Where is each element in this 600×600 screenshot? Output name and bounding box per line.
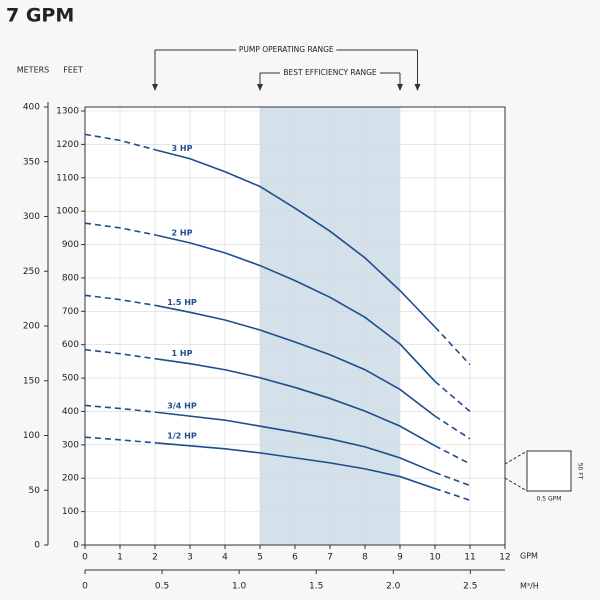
y-axis-label: FEET (63, 66, 83, 75)
x-tick-label: 7 (327, 553, 333, 563)
y-tick-label: 500 (62, 374, 79, 384)
x-tick-label: 0 (82, 553, 88, 563)
curve-dashed (84, 404, 156, 413)
x-tick-label: 11 (464, 553, 475, 563)
y-tick-label: 700 (62, 307, 79, 317)
y2-tick-label: 100 (23, 431, 40, 441)
curve-label: 1.5 HP (167, 298, 197, 307)
y-tick-label: 1200 (56, 140, 79, 150)
y-tick-label: 1100 (56, 173, 79, 183)
curve (154, 148, 436, 328)
x2-tick-label: 2.0 (386, 582, 401, 592)
y2-tick-label: 250 (23, 267, 40, 277)
y-tick-label: 600 (62, 340, 79, 350)
y2-tick-label: 0 (34, 541, 40, 551)
curve-label: 3/4 HP (167, 402, 197, 411)
x2-tick-label: 0 (82, 582, 88, 592)
curve-label: 2 HP (172, 228, 193, 237)
y2-tick-label: 200 (23, 322, 40, 332)
range-label-bg (280, 67, 380, 79)
curve-dashed (84, 294, 156, 307)
curve-dashed (434, 415, 471, 440)
curve (154, 304, 436, 417)
curve (154, 234, 436, 382)
curve (154, 442, 436, 490)
x-tick-label: 8 (362, 553, 368, 563)
curve-dashed (434, 445, 471, 465)
x2-tick-label: 0.5 (155, 582, 169, 592)
curve-dashed (434, 487, 471, 502)
x-axis-label: GPM (520, 552, 538, 561)
curve-dashed (434, 380, 471, 413)
x-tick-label: 3 (187, 553, 193, 563)
x-tick-label: 12 (499, 553, 510, 563)
x-tick-label: 5 (257, 553, 263, 563)
y-tick-label: 400 (62, 407, 79, 417)
curve-label: 1 HP (172, 349, 193, 358)
x-tick-label: 6 (292, 553, 298, 563)
range-arrowhead (414, 84, 421, 91)
curve-dashed (434, 326, 471, 366)
range-arrowhead (397, 84, 403, 91)
curve-label: 1/2 HP (167, 431, 197, 440)
inset-connector (504, 450, 528, 465)
y-tick-label: 100 (62, 507, 79, 517)
y2-tick-label: 400 (23, 103, 40, 113)
curve-dashed (434, 471, 471, 487)
curve-label: 3 HP (172, 144, 193, 153)
plot-frame (84, 106, 506, 546)
y2-tick-label: 50 (29, 486, 41, 496)
range-label: PUMP OPERATING RANGE (239, 45, 334, 54)
y-tick-label: 1000 (56, 207, 79, 217)
y2-axis-label: METERS (17, 66, 50, 75)
x2-axis-label: M³/H (520, 582, 539, 591)
x-tick-label: 2 (152, 553, 158, 563)
x-tick-label: 4 (222, 553, 228, 563)
y-tick-label: 1300 (56, 107, 79, 117)
inset-height-label: 50 FT (577, 463, 584, 480)
y2-tick-label: 300 (23, 212, 40, 222)
x-tick-label: 10 (429, 553, 441, 563)
range-label: BEST EFFICIENCY RANGE (283, 68, 377, 77)
y-tick-label: 900 (62, 240, 79, 250)
x2-tick-label: 1.0 (232, 582, 247, 592)
curve-dashed (84, 436, 156, 444)
inset-box (526, 450, 572, 492)
x-tick-label: 9 (397, 553, 403, 563)
x2-tick-label: 1.5 (309, 582, 323, 592)
x-tick-label: 1 (117, 553, 123, 563)
inset-connector (504, 477, 528, 492)
y-tick-label: 300 (62, 440, 79, 450)
chart-title: 7 GPM (6, 5, 74, 27)
y2-tick-label: 350 (23, 157, 40, 167)
x2-tick-label: 2.5 (463, 582, 477, 592)
curve-dashed (84, 222, 156, 236)
range-label-bg (236, 44, 337, 56)
range-arrowhead (257, 84, 263, 91)
y-tick-label: 0 (73, 541, 79, 551)
inset-width-label: 0.5 GPM (537, 496, 562, 503)
y-tick-label: 200 (62, 474, 79, 484)
curve-dashed (84, 348, 156, 360)
curve-dashed (84, 133, 156, 151)
range-arrowhead (152, 84, 158, 91)
curve (154, 411, 436, 474)
curve (154, 357, 436, 447)
y2-tick-label: 150 (23, 376, 40, 386)
y-tick-label: 800 (62, 273, 79, 283)
